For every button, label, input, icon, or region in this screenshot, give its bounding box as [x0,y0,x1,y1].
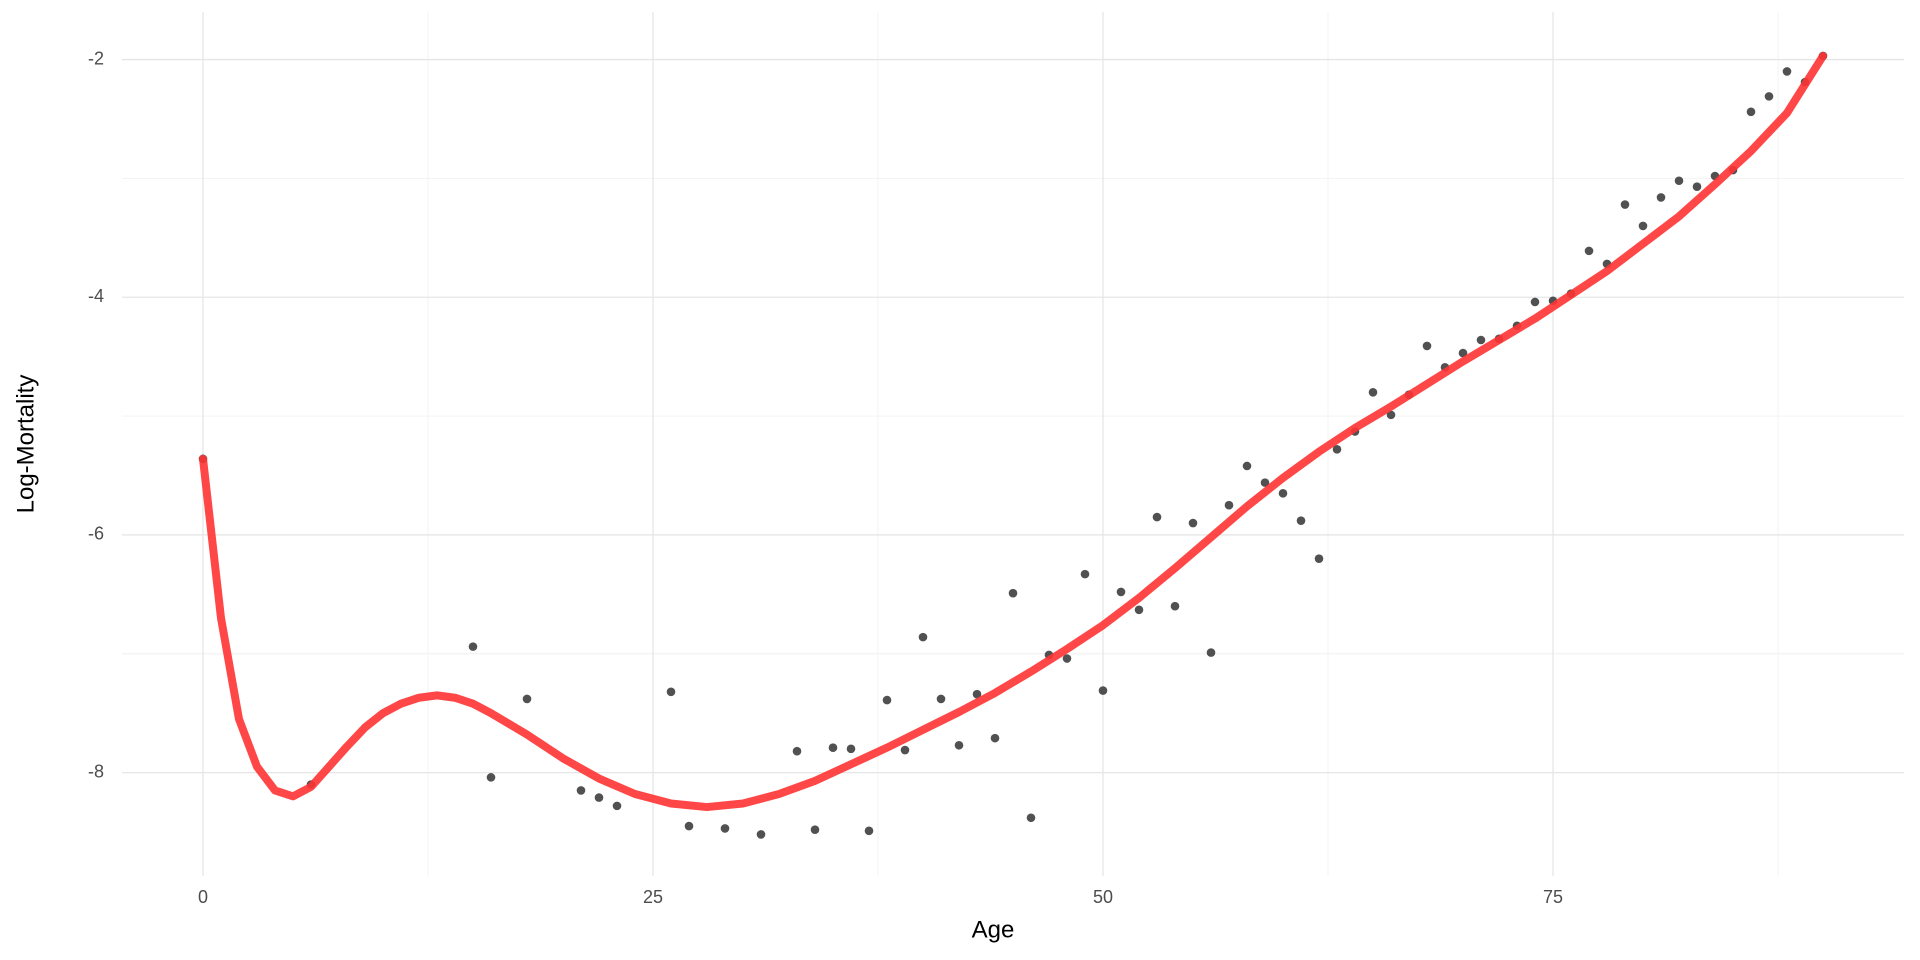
x-tick-label: 0 [198,887,208,907]
data-point [882,695,892,705]
data-point [1638,221,1648,231]
data-point [972,689,982,699]
y-tick-label: -8 [88,761,104,781]
data-point [486,773,496,782]
data-point [1368,388,1378,397]
data-point [1530,297,1540,307]
data-point [1386,410,1396,420]
data-point [1764,92,1774,101]
data-point [990,733,1000,743]
data-point [1782,67,1792,76]
data-point [1152,512,1162,522]
data-point [684,821,694,831]
data-point [720,824,730,833]
data-point [1260,478,1270,487]
data-point [810,825,820,834]
data-point [1314,554,1324,563]
data-point [1242,461,1252,471]
data-point [1116,587,1126,597]
data-point [846,744,856,754]
x-tick-label: 50 [1093,887,1113,907]
data-point [1188,518,1198,528]
data-point [1278,489,1288,498]
data-point [1458,348,1468,358]
data-point [1584,246,1594,256]
x-tick-label: 25 [643,887,663,907]
data-point [900,745,910,755]
fit-line [199,51,1827,812]
data-point [756,830,766,839]
data-point [1008,588,1018,598]
data-point [1062,654,1072,663]
data-point [1476,335,1486,345]
data-point [1206,648,1216,657]
grid [122,12,1904,876]
data-point [1674,176,1684,186]
data-point [1692,182,1702,192]
data-point [576,786,586,795]
data-point [918,632,928,642]
data-point [792,746,802,756]
data-point [1224,500,1234,510]
data-point [1134,605,1144,615]
data-point [954,740,964,750]
data-point [936,694,946,704]
data-point [828,743,838,752]
y-axis-title: Log-Mortality [12,375,39,514]
data-point [1296,516,1306,525]
y-tick-label: -4 [88,286,104,306]
data-point [522,694,532,704]
data-point [1026,813,1036,823]
data-point [1746,107,1756,117]
data-point [1422,341,1432,351]
data-point [1170,601,1180,611]
data-point [1620,200,1630,209]
data-point [1080,569,1090,579]
data-point [1332,445,1342,454]
y-tick-label: -6 [88,524,104,544]
data-point [1656,193,1666,202]
data-point [612,801,622,811]
x-axis-title: Age [972,916,1015,943]
x-tick-label: 75 [1543,887,1563,907]
plot-area [198,51,1828,839]
y-tick-label: -2 [88,48,104,68]
data-point [1098,686,1108,695]
data-point [594,793,604,802]
data-point [864,826,874,836]
data-point [468,642,478,651]
data-point [666,687,676,697]
